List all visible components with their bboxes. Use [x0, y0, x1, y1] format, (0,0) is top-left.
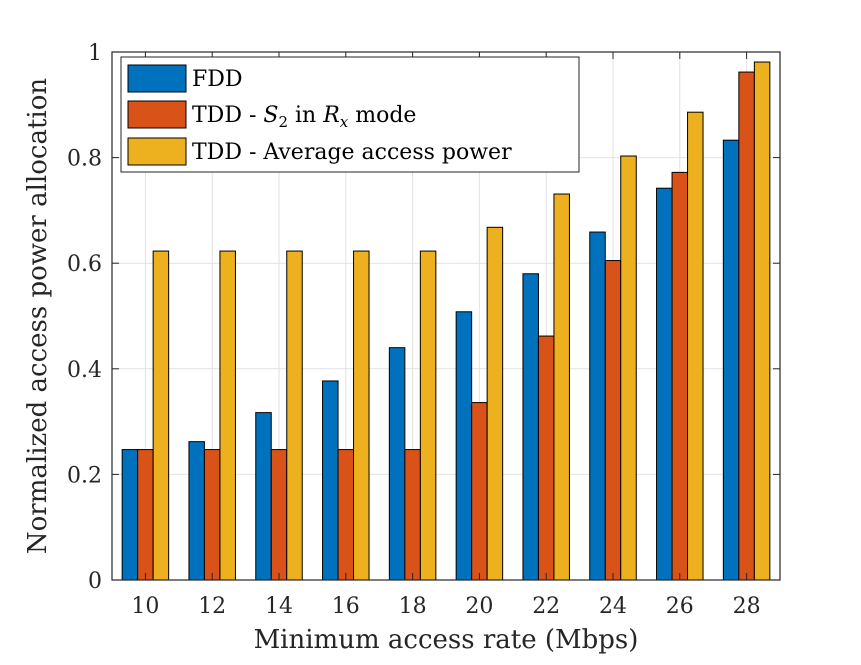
- bar-fdd-28: [722, 139, 740, 581]
- bar-fdd-18: [388, 347, 406, 581]
- bar-fdd-14: [255, 412, 272, 581]
- ticks-layer: 0 0.2 0.4 0.6 0.8 1 10 12 14 16 18 20 22 24 26 28: [67, 41, 780, 619]
- bar-tdd-s2-16: [337, 449, 355, 581]
- bar-tdd-s2-26: [671, 171, 689, 581]
- bar-fdd-24: [589, 231, 606, 581]
- legend-swatch-tdd-s2: [127, 100, 187, 129]
- legend-label-tdd-s2: TDD - S2 in Rx mode: [192, 103, 416, 131]
- bar-fdd-12: [188, 441, 205, 581]
- legend-label-tdd-average: TDD - Average access power: [192, 140, 512, 165]
- bar-tdd-s2-14: [270, 449, 288, 581]
- bar-tdd-s2-24: [604, 260, 622, 581]
- bar-tdd-s2-10: [137, 449, 154, 581]
- y-tick-label: 0.8: [67, 147, 102, 172]
- bar-tdd-average-26: [687, 111, 704, 581]
- bar-tdd-s2-28: [738, 71, 755, 581]
- bar-tdd-s2-20: [471, 402, 488, 581]
- y-tick-label: 0: [88, 569, 102, 594]
- x-tick-label: 12: [198, 594, 226, 619]
- legend: FDD TDD - S2 in Rx mode TDD - Average ac…: [120, 56, 580, 173]
- x-tick-label: 10: [131, 594, 159, 619]
- x-tick-label: 28: [733, 594, 761, 619]
- bar-tdd-average-28: [753, 61, 771, 581]
- bar-tdd-average-16: [353, 250, 370, 581]
- bar-tdd-average-20: [486, 226, 504, 581]
- bar-fdd-10: [121, 449, 139, 581]
- bar-tdd-average-24: [620, 155, 637, 581]
- legend-swatch-tdd-average: [127, 137, 187, 166]
- bar-tdd-s2-18: [404, 449, 421, 581]
- x-tick-label: 22: [532, 594, 560, 619]
- bar-fdd-26: [656, 187, 673, 581]
- x-tick-label: 18: [399, 594, 427, 619]
- x-axis-label: Minimum access rate (Mbps): [254, 625, 639, 655]
- y-tick-label: 0.6: [67, 252, 102, 277]
- x-tick-label: 16: [332, 594, 360, 619]
- y-tick-label: 0.2: [67, 463, 102, 488]
- x-tick-label: 14: [265, 594, 293, 619]
- plot-frame: [111, 51, 781, 581]
- legend-label-fdd: FDD: [192, 67, 243, 92]
- y-tick-label: 0.4: [67, 358, 102, 383]
- x-tick-label: 26: [666, 594, 694, 619]
- bar-tdd-s2-22: [537, 335, 555, 581]
- bar-tdd-average-14: [286, 250, 303, 581]
- bar-tdd-s2-12: [203, 449, 221, 581]
- y-tick-label: 1: [88, 41, 102, 66]
- legend-box: [120, 56, 580, 173]
- legend-swatch-fdd: [127, 64, 187, 93]
- bar-tdd-average-10: [152, 250, 170, 581]
- bar-fdd-20: [455, 311, 473, 581]
- bar-fdd-22: [522, 273, 539, 581]
- x-tick-label: 20: [465, 594, 493, 619]
- y-axis-label: Normalized access power allocation: [23, 78, 53, 554]
- x-tick-label: 24: [599, 594, 627, 619]
- bar-tdd-average-18: [419, 250, 437, 581]
- bar-tdd-average-22: [553, 193, 570, 581]
- bar-tdd-average-12: [219, 250, 236, 581]
- bar-fdd-16: [322, 380, 339, 581]
